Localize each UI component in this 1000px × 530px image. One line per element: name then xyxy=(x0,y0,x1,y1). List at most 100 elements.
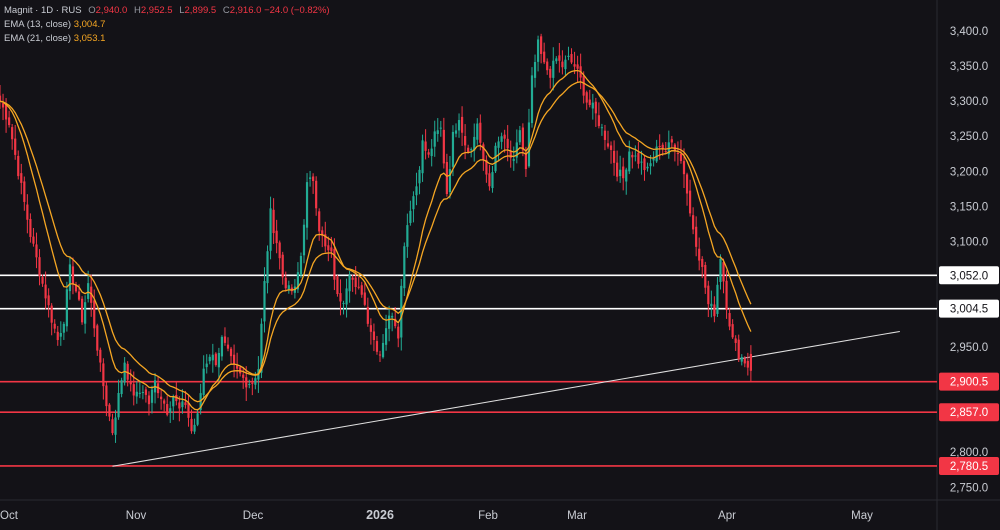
candle xyxy=(342,300,345,315)
candle xyxy=(403,242,406,297)
candle-body xyxy=(682,161,686,175)
candle xyxy=(208,354,211,365)
candle-body xyxy=(284,277,287,289)
candle-body xyxy=(96,325,99,351)
candle-body xyxy=(220,336,224,357)
price-tick-label: 3,100.0 xyxy=(950,237,988,249)
candle xyxy=(62,321,65,340)
candle-body xyxy=(464,136,467,146)
candle-body xyxy=(655,146,658,162)
candle-body xyxy=(637,152,640,164)
candle xyxy=(558,42,561,73)
candle xyxy=(549,65,552,89)
candle-body xyxy=(488,173,491,187)
candle xyxy=(606,130,610,149)
candle-body xyxy=(318,211,321,232)
candle-body xyxy=(555,58,558,62)
candle-body xyxy=(163,400,166,404)
candle xyxy=(321,226,324,248)
candle xyxy=(488,165,491,191)
candle-body xyxy=(570,54,573,63)
horizontal-levels: 3,052.0 3,004.5 2,900.5 2,857.0 2,780.5 xyxy=(0,266,999,475)
candle xyxy=(485,155,488,183)
level-label-4: 2,780.5 xyxy=(950,461,988,473)
candle xyxy=(427,148,430,158)
candle-body xyxy=(619,169,622,177)
candle-body xyxy=(324,234,327,247)
candle xyxy=(363,282,366,307)
candle xyxy=(397,323,400,348)
candle-body xyxy=(214,353,217,366)
candle xyxy=(105,382,108,417)
candle-body xyxy=(260,323,263,373)
candle-body xyxy=(117,393,120,418)
candle xyxy=(421,134,424,182)
legend-low-label: L xyxy=(179,5,185,16)
candle-body xyxy=(208,356,211,362)
candle-body xyxy=(646,166,649,169)
candle-body xyxy=(217,353,220,368)
candle xyxy=(527,108,531,168)
candle xyxy=(546,58,549,75)
candle-body xyxy=(564,59,567,70)
candle-body xyxy=(166,404,169,415)
candle-body xyxy=(372,331,376,341)
candle xyxy=(226,337,230,352)
candle xyxy=(181,389,184,414)
candle-body xyxy=(640,161,643,163)
candle-body xyxy=(236,365,239,369)
candle-body xyxy=(546,61,549,71)
candle xyxy=(56,325,59,346)
candle-body xyxy=(400,285,403,338)
candle xyxy=(366,297,369,327)
price-tick-label: 3,400.0 xyxy=(950,26,988,38)
time-tick-label: May xyxy=(851,510,873,522)
candle-body xyxy=(87,283,90,299)
candle-body xyxy=(549,68,552,78)
candle-body xyxy=(530,75,534,124)
candle-body xyxy=(172,397,175,407)
candle xyxy=(232,344,236,378)
candle xyxy=(8,110,11,128)
candle xyxy=(701,256,704,279)
candle xyxy=(114,409,117,443)
candle-body xyxy=(287,285,290,290)
candle-body xyxy=(190,418,193,432)
candle-body xyxy=(53,323,56,329)
candle-body xyxy=(123,362,126,383)
legend-ema21-value: 3,053.1 xyxy=(73,33,106,44)
candle-body xyxy=(281,254,284,278)
candle-body xyxy=(591,102,594,109)
candle xyxy=(497,136,500,162)
candle-body xyxy=(634,155,637,157)
candle-body xyxy=(540,36,543,54)
candle xyxy=(269,196,272,260)
candle xyxy=(29,213,32,243)
legend-high-label: H xyxy=(133,5,141,16)
time-tick-label: Apr xyxy=(718,510,736,522)
candle-body xyxy=(719,258,722,283)
candle xyxy=(737,334,740,362)
candle-body xyxy=(375,341,379,352)
candle xyxy=(147,391,151,416)
legend-ema21-label: EMA (21, close) xyxy=(4,33,72,44)
candle xyxy=(616,150,619,182)
candle xyxy=(442,117,445,169)
candle-body xyxy=(588,99,591,106)
candle xyxy=(196,408,199,427)
candle-body xyxy=(573,64,576,67)
candle-body xyxy=(93,300,96,329)
candle-body xyxy=(482,144,485,160)
candle xyxy=(205,354,208,374)
candle xyxy=(400,278,403,351)
candle xyxy=(166,395,169,417)
candle xyxy=(217,347,220,382)
candle xyxy=(275,219,278,254)
candle xyxy=(464,124,467,160)
candle-body xyxy=(77,291,81,300)
candle-body xyxy=(421,140,424,174)
time-tick-label: Oct xyxy=(0,510,19,522)
